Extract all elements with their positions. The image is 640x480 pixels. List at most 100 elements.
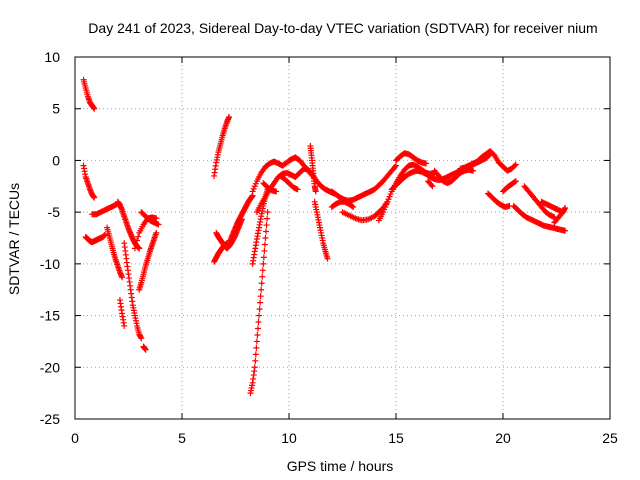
data-point xyxy=(253,344,260,351)
data-point xyxy=(393,162,399,169)
data-point xyxy=(121,322,128,329)
data-point xyxy=(226,113,233,120)
data-point xyxy=(324,255,331,262)
data-point xyxy=(350,203,357,210)
grid-lines xyxy=(75,57,610,419)
data-point xyxy=(256,312,263,319)
data-point xyxy=(273,188,280,195)
data-series xyxy=(551,205,569,226)
x-tick-label: 5 xyxy=(178,430,186,446)
data-series xyxy=(140,343,149,353)
data-series xyxy=(425,178,436,190)
x-tick-label: 20 xyxy=(495,430,511,446)
data-point xyxy=(119,274,126,281)
y-tick-label: 10 xyxy=(44,49,60,65)
chart-title: Day 241 of 2023, Sidereal Day-to-day VTE… xyxy=(88,20,597,36)
data-point xyxy=(261,247,268,254)
data-point xyxy=(262,235,269,241)
plot-frame xyxy=(74,56,611,420)
data-series xyxy=(500,178,519,195)
data-point xyxy=(312,188,319,195)
x-axis-label: GPS time / hours xyxy=(287,458,394,474)
data-point xyxy=(153,215,160,222)
data-point xyxy=(252,351,259,358)
data-point xyxy=(294,186,301,193)
data-point xyxy=(135,233,142,240)
data-point xyxy=(138,335,145,342)
data-point xyxy=(511,162,518,169)
x-tick-labels: 0 5 10 15 20 25 xyxy=(71,430,618,446)
data-point xyxy=(259,267,266,274)
data-series xyxy=(277,172,301,193)
x-tick-label: 25 xyxy=(602,430,618,446)
data-series xyxy=(89,200,121,218)
y-tick-labels: -25 -20 -15 -10 -5 0 5 10 xyxy=(40,49,60,427)
data-series xyxy=(247,209,271,397)
data-point xyxy=(429,183,436,190)
data-point xyxy=(251,364,258,371)
data-point xyxy=(264,209,271,216)
data-point xyxy=(257,299,264,306)
data-series xyxy=(249,154,316,195)
data-point xyxy=(153,229,160,236)
data-series xyxy=(510,202,569,234)
x-tick-label: 15 xyxy=(388,430,404,446)
x-tick-label: 10 xyxy=(281,430,297,446)
data-point xyxy=(155,221,162,228)
data-point xyxy=(391,163,398,170)
data-series xyxy=(80,76,98,112)
data-point xyxy=(254,331,261,338)
data-series xyxy=(521,183,558,221)
data-series xyxy=(538,198,566,216)
data-series xyxy=(393,150,429,167)
y-tick-label: -15 xyxy=(40,308,60,324)
data-series xyxy=(260,180,280,195)
data-series xyxy=(121,240,145,342)
data-series xyxy=(80,162,98,201)
data-point xyxy=(470,167,477,174)
data-series xyxy=(457,148,519,174)
data-series xyxy=(136,229,160,293)
y-tick-label: 0 xyxy=(52,152,60,168)
data-point xyxy=(256,306,263,313)
y-tick-label: -25 xyxy=(40,411,60,427)
data-point xyxy=(512,161,519,168)
data-series xyxy=(485,190,513,210)
data-point xyxy=(91,194,98,201)
data-points xyxy=(80,76,569,397)
data-point xyxy=(134,237,141,244)
data-point xyxy=(261,241,268,248)
data-series xyxy=(307,142,319,195)
data-point xyxy=(422,160,429,167)
y-axis-label: SDTVAR / TECUs xyxy=(6,183,22,295)
data-point xyxy=(255,319,262,326)
data-series xyxy=(138,209,162,228)
y-tick-label: 5 xyxy=(52,101,60,117)
data-point xyxy=(132,241,139,248)
data-point xyxy=(562,205,569,212)
y-tick-label: -10 xyxy=(40,256,60,272)
data-point xyxy=(263,222,270,229)
data-series xyxy=(104,224,126,281)
data-point xyxy=(562,227,569,234)
data-point xyxy=(91,105,98,112)
data-point xyxy=(254,325,261,332)
data-series xyxy=(211,113,233,179)
data-point xyxy=(142,346,149,353)
data-point xyxy=(262,228,269,235)
data-point xyxy=(258,280,265,287)
data-point xyxy=(257,293,264,300)
data-series xyxy=(82,231,108,246)
data-point xyxy=(260,260,267,267)
data-point xyxy=(349,203,356,210)
y-tick-label: -20 xyxy=(40,359,60,375)
data-point xyxy=(252,357,259,364)
data-series xyxy=(328,198,357,210)
data-point xyxy=(264,215,271,222)
data-point xyxy=(428,181,435,188)
data-point xyxy=(512,178,519,185)
data-series xyxy=(311,198,331,262)
y-tick-label: -5 xyxy=(48,204,61,220)
data-point xyxy=(253,338,260,345)
